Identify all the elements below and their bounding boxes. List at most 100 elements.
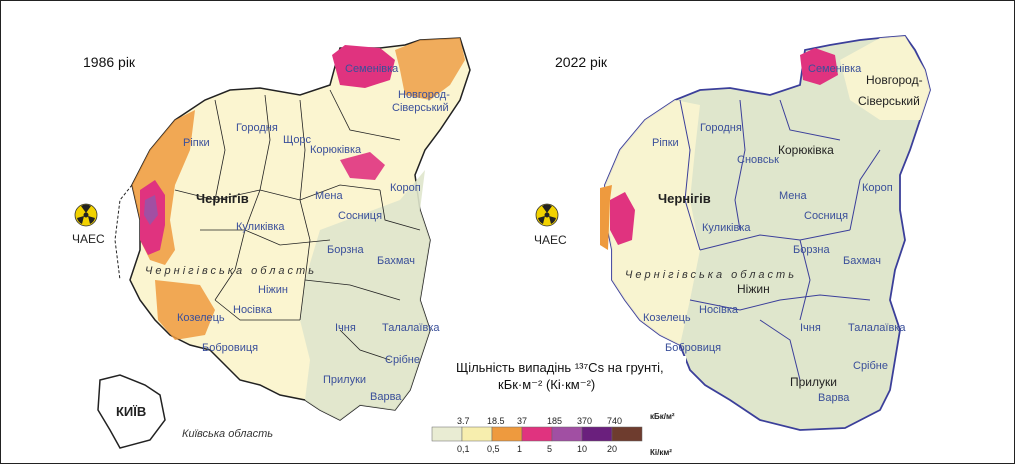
city-shchors-1986: Щорс — [283, 134, 312, 146]
city-kulykivka-1986: Куликівка — [236, 221, 285, 233]
city-sosnytsia-1986: Сосниця — [338, 210, 382, 222]
city-chernihiv-2022: Чернігів — [658, 191, 711, 206]
city-bobrovytsia-1986: Бобровиця — [202, 342, 258, 354]
city-snovsk-2022: Сновськ — [737, 154, 779, 166]
legend-swatch — [461, 426, 493, 442]
legend-swatch — [611, 426, 643, 442]
light-zone-west-2022 — [605, 100, 700, 345]
orange-zone-north-1986 — [395, 38, 465, 100]
radiation-icon-1986 — [74, 203, 98, 227]
city-ichnia-1986: Ічня — [335, 322, 356, 334]
kyiv-label: КИЇВ — [116, 404, 146, 419]
city-horodnia-1986: Городня — [236, 122, 278, 134]
city-talalaivka-2022: Талалаївка — [848, 322, 906, 334]
city-nizhyn-2022: Ніжин — [737, 282, 770, 296]
map-1986: 1986 рік Семенівка Новгород- Сіверський … — [72, 37, 471, 449]
legend-unit-bottom: Кі/км² — [650, 448, 672, 457]
legend-ci-ticks: 0,1 0,5 1 5 10 20 — [457, 444, 617, 454]
city-sribne-2022: Срібне — [853, 360, 888, 372]
city-borzna-2022: Борзна — [793, 244, 830, 256]
kyiv-oblast-label: Київська область — [182, 428, 273, 440]
city-pryluky-1986: Прилуки — [323, 374, 366, 386]
city-koriukivka-2022: Корюківка — [778, 143, 834, 157]
city-koriukivka-1986: Корюківка — [310, 144, 362, 156]
city-chernihiv-1986: Чернігів — [196, 191, 249, 206]
city-varva-1986: Варва — [370, 391, 402, 403]
legend-swatch — [491, 426, 523, 442]
city-kozelets-2022: Козелець — [643, 312, 691, 324]
city-bobrovytsia-2022: Бобровиця — [665, 342, 721, 354]
district-lines-2022 — [679, 99, 881, 381]
magenta-zone-west-2022 — [610, 192, 635, 245]
magenta-zone-north-1986 — [332, 45, 395, 88]
legend-swatch — [551, 426, 583, 442]
city-pryluky-2022: Прилуки — [790, 375, 837, 389]
city-sosnytsia-2022: Сосниця — [804, 210, 848, 222]
city-novhorod-2022: Новгород- — [866, 73, 923, 87]
city-sribne-1986: Срібне — [385, 354, 420, 366]
city-mena-1986: Мена — [315, 190, 343, 202]
city-bakhmach-2022: Бахмач — [843, 255, 881, 267]
legend-tick-kbq: 370 — [577, 416, 592, 426]
district-lines-1986 — [174, 89, 421, 361]
city-nizhyn-1986: Ніжин — [258, 284, 288, 296]
city-ripky-1986: Ріпки — [183, 137, 210, 149]
legend-tick-ci: 0,5 — [487, 444, 500, 454]
city-korop-2022: Короп — [862, 182, 893, 194]
legend-tick-ci: 5 — [547, 444, 552, 454]
legend-tick-kbq: 740 — [607, 416, 622, 426]
orange-zone-west-2022 — [600, 185, 612, 250]
city-nosivka-2022: Носівка — [699, 304, 739, 316]
legend-tick-kbq: 18.5 — [487, 416, 505, 426]
oblast-label-1986: Чернігівська область — [145, 265, 317, 277]
city-semenivka-1986: Семенівка — [345, 63, 399, 75]
legend-swatch — [521, 426, 553, 442]
oblast-label-2022: Чернігівська область — [625, 269, 797, 281]
orange-zone-south-1986 — [155, 280, 215, 340]
radiation-icon-2022 — [535, 203, 559, 227]
city-borzna-1986: Борзна — [327, 244, 364, 256]
legend-kbq-ticks: 3.7 18.5 37 185 370 740 — [457, 416, 622, 426]
city-talalaivka-1986: Талалаївка — [382, 322, 440, 334]
city-ichnia-2022: Ічня — [800, 322, 821, 334]
legend-tick-ci: 0,1 — [457, 444, 470, 454]
legend-swatch — [431, 426, 463, 442]
legend-tick-ci: 20 — [607, 444, 617, 454]
low-density-area-1986 — [300, 170, 430, 420]
kyiv-region-border-1986 — [97, 374, 166, 449]
legend-tick-kbq: 3.7 — [457, 416, 470, 426]
city-ripky-2022: Ріпки — [652, 137, 679, 149]
city-semenivka-2022: Семенівка — [808, 63, 862, 75]
city-kozelets-1986: Козелець — [177, 312, 225, 324]
legend-tick-kbq: 185 — [547, 416, 562, 426]
legend-tick-ci: 1 — [517, 444, 522, 454]
map-2022: 2022 рік Семенівка Новгород- Сіверський … — [534, 35, 931, 431]
legend-unit-top: кБк/м² — [650, 412, 675, 421]
city-varva-2022: Варва — [818, 392, 850, 404]
purple-spot-1986 — [144, 195, 158, 225]
city-mena-2022: Мена — [779, 190, 807, 202]
year-label-2022: 2022 рік — [555, 54, 608, 70]
city-korop-1986: Короп — [390, 182, 421, 194]
city-novhorod-1986: Новгород- — [398, 89, 450, 101]
magenta-zone-north-2022 — [800, 48, 838, 85]
year-label-1986: 1986 рік — [83, 54, 136, 70]
city-siverskyi-1986: Сіверський — [392, 102, 449, 114]
legend-title-line2: кБк·м⁻² (Кі·км⁻²) — [498, 377, 595, 392]
city-bakhmach-1986: Бахмач — [377, 255, 415, 267]
legend-tick-kbq: 37 — [517, 416, 527, 426]
city-siverskyi-2022: Сіверський — [858, 94, 920, 108]
legend-title-line1: Щільність випадінь ¹³⁷Cs на грунті, — [456, 360, 664, 375]
city-horodnia-2022: Городня — [700, 122, 742, 134]
legend-swatches — [431, 426, 643, 442]
chaes-label-1986: ЧАЕС — [72, 232, 105, 246]
legend-swatch — [581, 426, 613, 442]
light-zone-northeast-2022 — [840, 36, 930, 120]
legend-tick-ci: 10 — [577, 444, 587, 454]
magenta-zone-koriukivka-1986 — [340, 152, 385, 180]
city-kulykivka-2022: Куликівка — [702, 222, 751, 234]
city-nosivka-1986: Носівка — [233, 304, 273, 316]
legend: Щільність випадінь ¹³⁷Cs на грунті, кБк·… — [431, 356, 686, 457]
chaes-label-2022: ЧАЕС — [534, 233, 567, 247]
